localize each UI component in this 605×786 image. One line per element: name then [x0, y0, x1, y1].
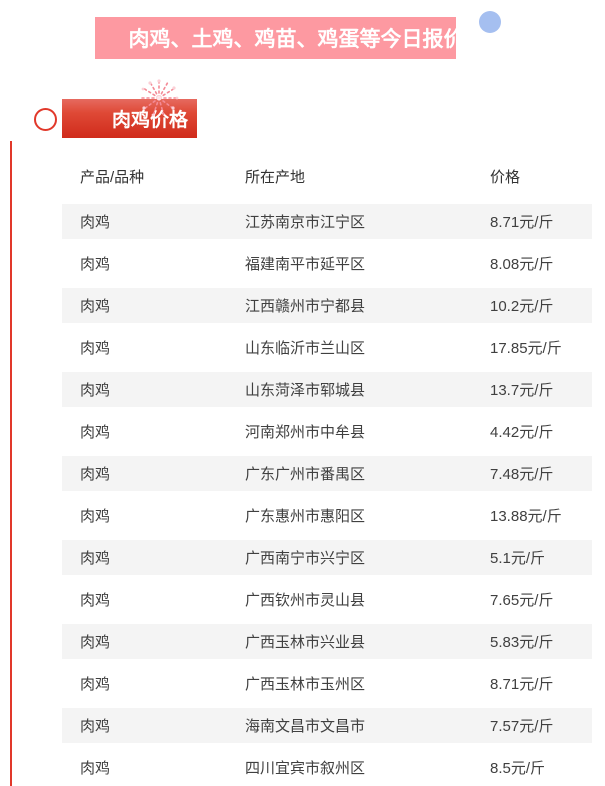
red-divider-line — [10, 141, 12, 786]
top-banner: 肉鸡、土鸡、鸡苗、鸡蛋等今日报价 — [95, 17, 465, 59]
origin-cell: 山东临沂市兰山区 — [245, 340, 366, 357]
origin-cell: 广西玉林市玉州区 — [245, 676, 366, 693]
table-row: 肉鸡 广东广州市番禺区 7.48元/斤 — [62, 456, 592, 491]
table-row: 肉鸡 河南郑州市中牟县 4.42元/斤 — [62, 414, 592, 449]
top-banner-title: 肉鸡、土鸡、鸡苗、鸡蛋等今日报价 — [128, 28, 465, 51]
table-row: 肉鸡 四川宜宾市叙州区 8.5元/斤 — [62, 750, 592, 785]
price-cell: 8.71元/斤 — [490, 676, 554, 693]
product-cell: 肉鸡 — [80, 256, 111, 273]
table-row: 肉鸡 广东惠州市惠阳区 13.88元/斤 — [62, 498, 592, 533]
table-row: 肉鸡 江西赣州市宁都县 10.2元/斤 — [62, 288, 592, 323]
product-cell: 肉鸡 — [80, 508, 111, 525]
section-banner: 肉鸡价格 — [62, 99, 197, 138]
origin-cell: 河南郑州市中牟县 — [245, 424, 366, 441]
product-cell: 肉鸡 — [80, 382, 111, 399]
product-cell: 肉鸡 — [80, 340, 111, 357]
origin-cell: 广东广州市番禺区 — [245, 466, 366, 483]
price-table: 产品/品种 所在产地 价格 肉鸡 江苏南京市江宁区 8.71元/斤 肉鸡 福建南… — [62, 156, 592, 785]
firework-icon — [139, 79, 179, 117]
table-header: 产品/品种 所在产地 价格 — [62, 156, 592, 197]
table-row: 肉鸡 广西玉林市兴业县 5.83元/斤 — [62, 624, 592, 659]
origin-cell: 广西钦州市灵山县 — [245, 592, 366, 609]
header-cell-price: 价格 — [490, 169, 521, 186]
table-row: 肉鸡 广西钦州市灵山县 7.65元/斤 — [62, 582, 592, 617]
product-cell: 肉鸡 — [80, 676, 111, 693]
product-cell: 肉鸡 — [80, 718, 111, 735]
product-cell: 肉鸡 — [80, 634, 111, 651]
price-cell: 7.57元/斤 — [490, 718, 554, 735]
origin-cell: 广西玉林市兴业县 — [245, 634, 366, 651]
price-cell: 17.85元/斤 — [490, 340, 562, 357]
table-row: 肉鸡 福建南平市延平区 8.08元/斤 — [62, 246, 592, 281]
table-row: 肉鸡 海南文昌市文昌市 7.57元/斤 — [62, 708, 592, 743]
table-row: 肉鸡 江苏南京市江宁区 8.71元/斤 — [62, 204, 592, 239]
product-cell: 肉鸡 — [80, 550, 111, 567]
origin-cell: 广西南宁市兴宁区 — [245, 550, 366, 567]
price-cell: 8.5元/斤 — [490, 760, 546, 777]
product-cell: 肉鸡 — [80, 214, 111, 231]
blue-dot-decoration — [479, 11, 501, 33]
table-row: 肉鸡 广西南宁市兴宁区 5.1元/斤 — [62, 540, 592, 575]
table-row: 肉鸡 广西玉林市玉州区 8.71元/斤 — [62, 666, 592, 701]
price-cell: 7.65元/斤 — [490, 592, 554, 609]
price-table-body: 肉鸡 江苏南京市江宁区 8.71元/斤 肉鸡 福建南平市延平区 8.08元/斤 … — [62, 204, 592, 785]
price-cell: 7.48元/斤 — [490, 466, 554, 483]
table-row: 肉鸡 山东菏泽市郓城县 13.7元/斤 — [62, 372, 592, 407]
product-cell: 肉鸡 — [80, 298, 111, 315]
origin-cell: 海南文昌市文昌市 — [245, 718, 366, 735]
header-cell-origin: 所在产地 — [245, 169, 306, 186]
section-title: 肉鸡价格 — [111, 110, 188, 131]
price-cell: 10.2元/斤 — [490, 298, 554, 315]
circle-outline-icon — [34, 108, 57, 131]
origin-cell: 福建南平市延平区 — [245, 256, 366, 273]
product-cell: 肉鸡 — [80, 760, 111, 777]
price-cell: 5.83元/斤 — [490, 634, 554, 651]
origin-cell: 山东菏泽市郓城县 — [245, 382, 366, 399]
product-cell: 肉鸡 — [80, 592, 111, 609]
price-cell: 8.08元/斤 — [490, 256, 554, 273]
origin-cell: 江苏南京市江宁区 — [245, 214, 366, 231]
price-cell: 13.88元/斤 — [490, 508, 562, 525]
price-cell: 13.7元/斤 — [490, 382, 554, 399]
origin-cell: 广东惠州市惠阳区 — [245, 508, 366, 525]
product-cell: 肉鸡 — [80, 466, 111, 483]
table-row: 肉鸡 山东临沂市兰山区 17.85元/斤 — [62, 330, 592, 365]
price-cell: 4.42元/斤 — [490, 424, 554, 441]
origin-cell: 江西赣州市宁都县 — [245, 298, 366, 315]
price-cell: 5.1元/斤 — [490, 550, 546, 567]
price-cell: 8.71元/斤 — [490, 214, 554, 231]
header-cell-product: 产品/品种 — [80, 169, 145, 186]
origin-cell: 四川宜宾市叙州区 — [245, 760, 366, 777]
product-cell: 肉鸡 — [80, 424, 111, 441]
